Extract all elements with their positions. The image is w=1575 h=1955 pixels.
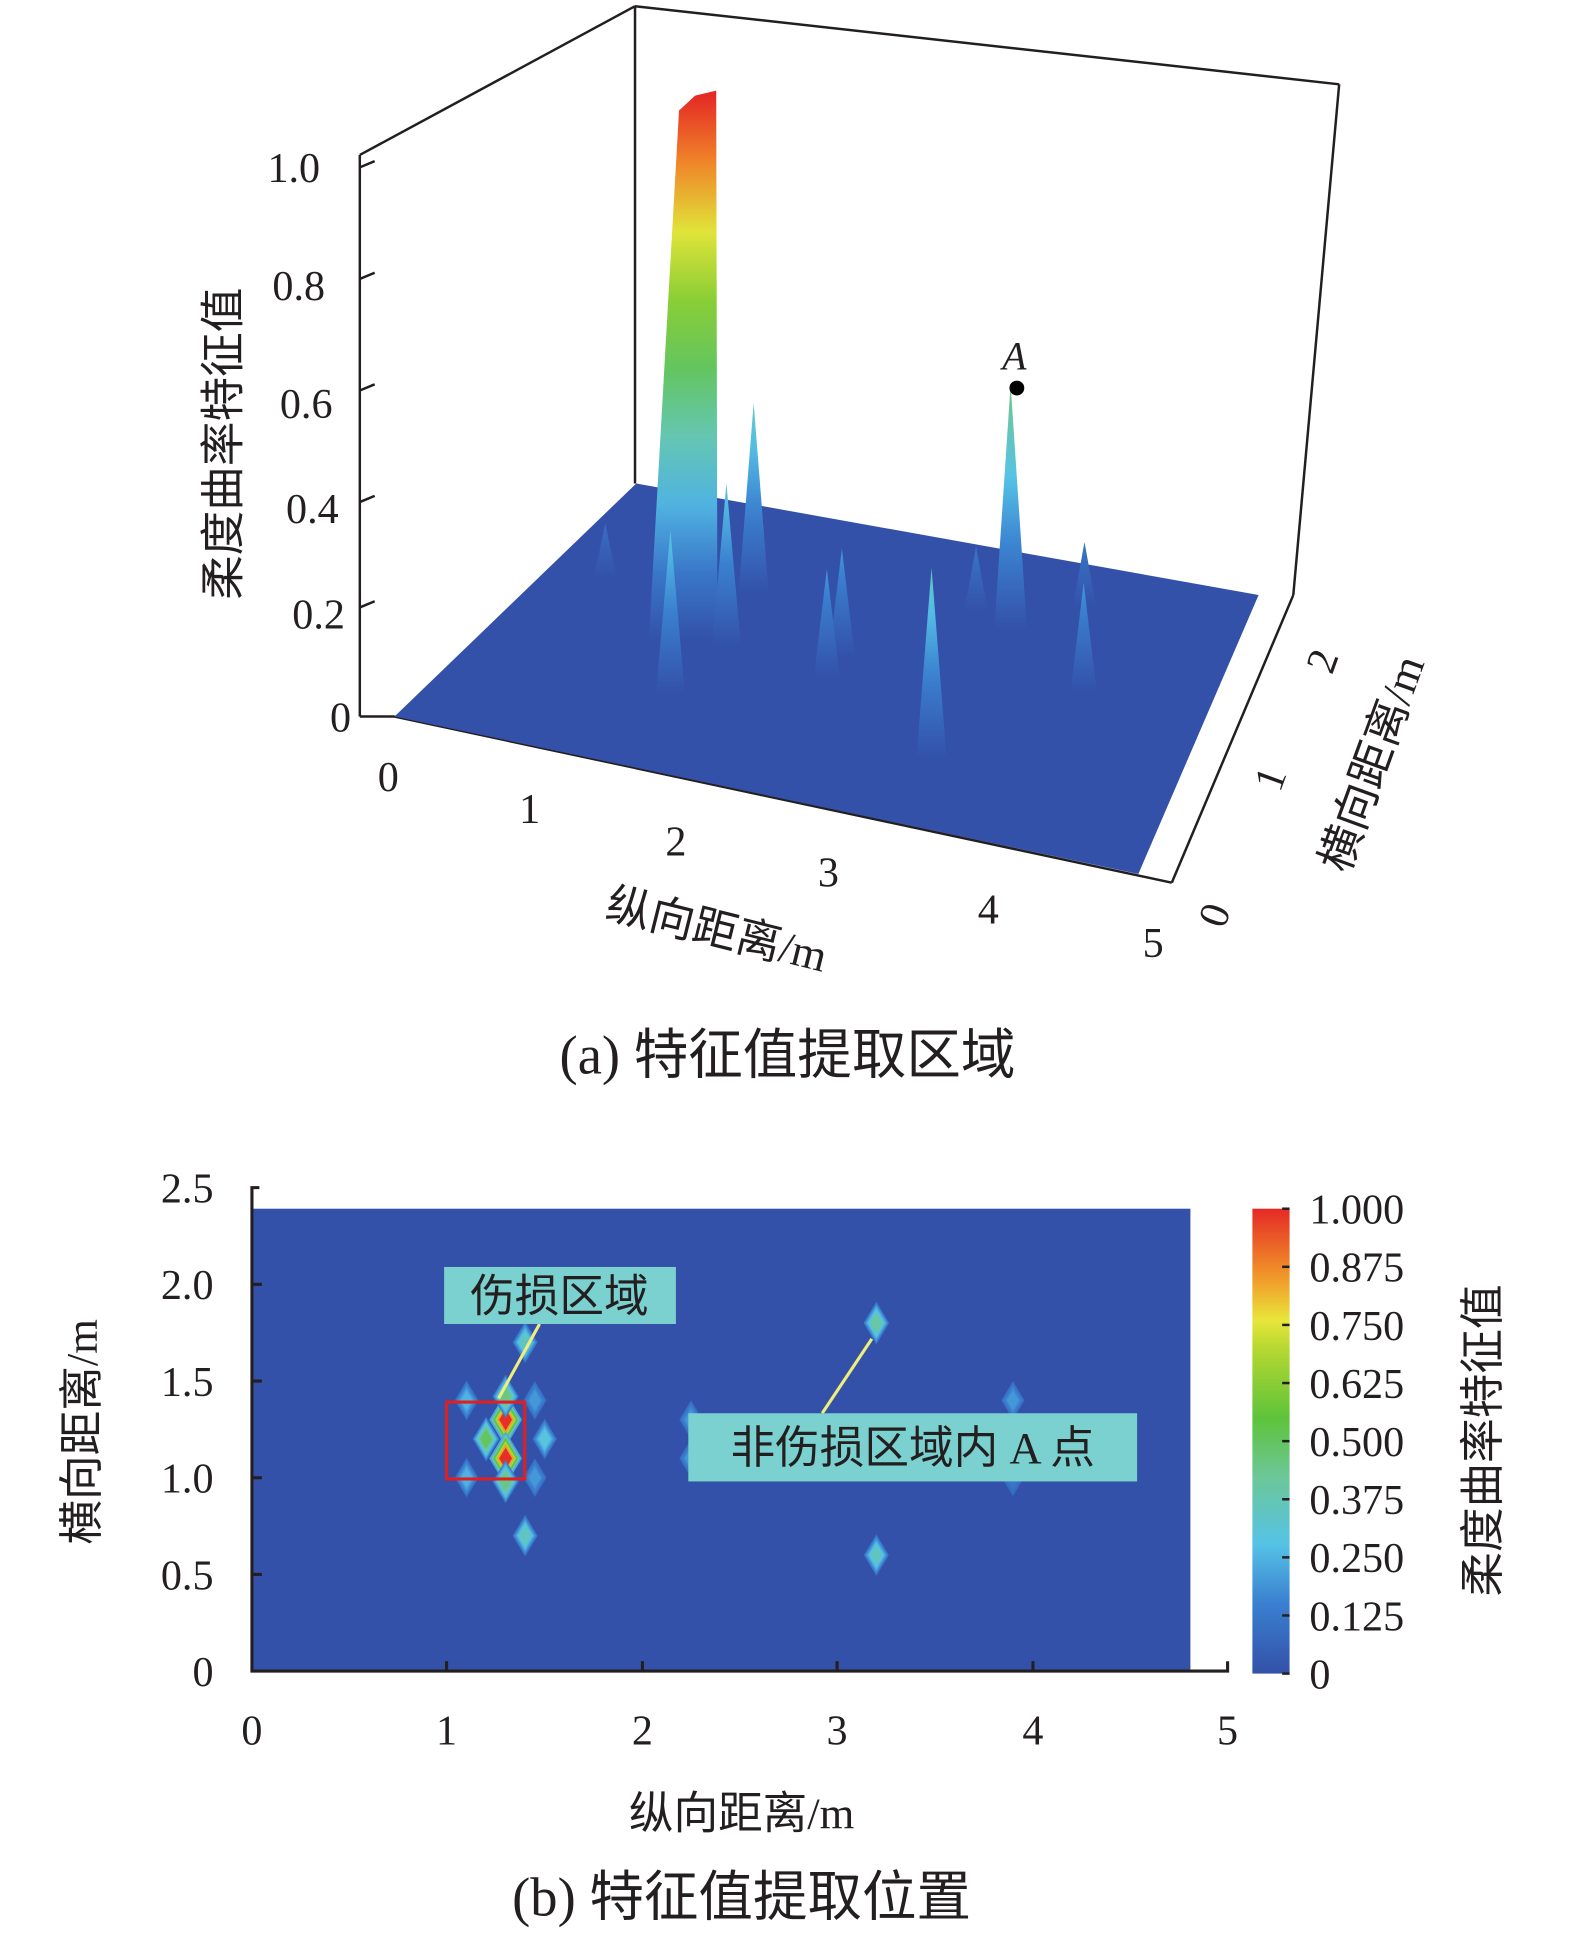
heatmap-hotspot — [472, 1416, 500, 1462]
y-tick-label: 0 — [1189, 897, 1240, 933]
y-tick-label: 2.0 — [161, 1262, 214, 1309]
leader-line — [820, 1338, 874, 1415]
surface-peak — [711, 483, 742, 652]
surface-peak — [828, 548, 856, 663]
point-a-label: A — [999, 334, 1027, 378]
x-tick-label: 2 — [665, 818, 686, 865]
colorbar-tick-label: 0.500 — [1309, 1419, 1404, 1466]
y-axis-label: 横向距离/m — [1310, 649, 1434, 878]
x-tick-label: 0 — [241, 1707, 262, 1754]
colorbar-tick-label: 1.000 — [1309, 1187, 1404, 1234]
caption-a: (a) 特征值提取区域 — [560, 1025, 1016, 1086]
heatmap-hotspot — [492, 1374, 519, 1419]
y-axis-label: 横向距离/m — [57, 1319, 107, 1545]
point-a-marker — [1009, 380, 1025, 396]
colorbar-tick-label: 0.125 — [1309, 1593, 1404, 1640]
y-tick-label: 1.0 — [161, 1456, 214, 1503]
x-tick-label: 3 — [827, 1707, 848, 1754]
heatmap-hotspot — [512, 1514, 538, 1557]
damage-box — [445, 1400, 527, 1481]
surface-3d-chart: 1.0 0.8 0.6 0.4 0.2 0 0 1 2 3 4 5 0 1 2 … — [198, 4, 1434, 1086]
colorbar-tick-label: 0.750 — [1309, 1303, 1404, 1350]
heatmap-hotspot — [523, 1458, 547, 1498]
heatmap-hotspot — [492, 1459, 519, 1504]
heatmap-chart: 伤损区域 非伤损区域内 A 点 2.5 2.0 1.5 1.0 0.5 0 0 … — [57, 1166, 1508, 1928]
annotation-point-a: 非伤损区域内 A 点 — [731, 1423, 1095, 1473]
x-axis-label: 纵向距离/m — [601, 879, 832, 982]
x-tick-label: 4 — [978, 887, 999, 934]
y-tick-label: 0.5 — [161, 1552, 214, 1599]
surface-peak — [592, 523, 618, 583]
x-tick-label: 0 — [378, 754, 399, 801]
x-tick-label: 4 — [1022, 1707, 1043, 1754]
z-tick-label: 1.0 — [267, 145, 320, 192]
z-tick-label: 0.4 — [286, 486, 339, 533]
colorbar-tick-label: 0.250 — [1309, 1535, 1404, 1582]
heatmap-hotspot — [454, 1380, 479, 1421]
surface-peak — [813, 568, 841, 683]
colorbar-tick-label: 0 — [1309, 1651, 1330, 1698]
leader-line — [497, 1323, 541, 1400]
colorbar-tick-label: 0.625 — [1309, 1361, 1404, 1408]
z-ticks — [359, 160, 376, 609]
surface-peak — [655, 529, 686, 699]
y-tick-label: 2 — [1297, 643, 1348, 679]
surface-peak — [648, 90, 718, 666]
x-tick-label: 2 — [632, 1707, 653, 1754]
caption-b: (b) 特征值提取位置 — [512, 1866, 971, 1927]
z-axis-label: 柔度曲率特征值 — [198, 288, 248, 600]
axis-box — [358, 4, 1341, 884]
x-tick-label: 1 — [519, 786, 540, 833]
annotation-box — [688, 1413, 1138, 1482]
colorbar-tick-label: 0.375 — [1309, 1477, 1404, 1524]
z-tick-label: 0.6 — [280, 381, 333, 428]
surface-peak — [916, 567, 948, 764]
heatmap-hotspot — [863, 1301, 890, 1345]
colorbar-label: 柔度曲率特征值 — [1458, 1284, 1508, 1596]
z-tick-label: 0 — [330, 694, 351, 741]
annotation-damage: 伤损区域 — [470, 1272, 648, 1322]
y-tick-label: 1 — [1245, 761, 1296, 797]
surface-peak — [1070, 582, 1098, 697]
axes — [250, 1186, 1230, 1673]
surface-peak — [738, 403, 770, 600]
annotation-box — [444, 1266, 676, 1324]
surface-peak — [1071, 541, 1098, 613]
surface-peak — [993, 384, 1028, 635]
y-tick-label: 1.5 — [161, 1359, 214, 1406]
x-tick-label: 3 — [818, 849, 839, 896]
surface-peak — [963, 546, 989, 617]
x-tick-label: 5 — [1217, 1707, 1238, 1754]
colorbar-tick-label: 0.875 — [1309, 1245, 1404, 1292]
x-tick-label: 5 — [1143, 920, 1164, 967]
heatmap-hotspot — [532, 1418, 557, 1460]
heatmap-hotspot — [489, 1392, 522, 1447]
z-tick-label: 0.2 — [292, 592, 345, 639]
z-tick-label: 0.8 — [272, 263, 325, 310]
y-tick-label: 0 — [192, 1649, 213, 1696]
y-tick-label: 2.5 — [161, 1166, 214, 1213]
x-tick-label: 1 — [436, 1707, 457, 1754]
x-axis-label: 纵向距离/m — [629, 1789, 855, 1839]
